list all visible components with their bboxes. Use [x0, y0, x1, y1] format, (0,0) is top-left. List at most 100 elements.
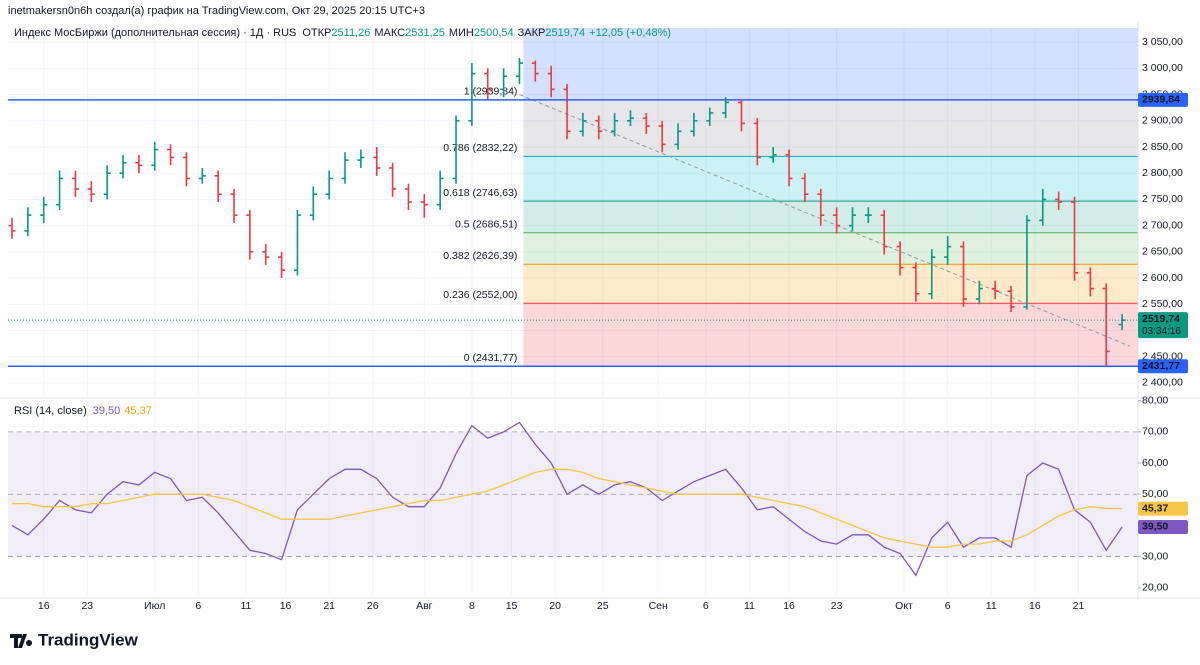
brand: TradingView	[38, 630, 139, 649]
ohlc-bar	[1070, 196, 1078, 281]
ohlc-bar	[325, 170, 333, 200]
rsi-name: RSI (14, close)	[14, 405, 87, 417]
ohlc-bar	[214, 170, 222, 203]
ohlc-bar	[785, 149, 793, 187]
ohlc-bar	[611, 112, 619, 137]
ohlc-bar	[1023, 215, 1031, 310]
hline-tag: 2431,77	[1142, 360, 1180, 372]
ohlc-bar	[1086, 267, 1094, 297]
ohlc-bar	[56, 170, 64, 210]
y-tick-label: 3 000,00	[1142, 62, 1183, 74]
last-price-tag-bg	[1138, 312, 1188, 339]
legend-value: 2519,74	[545, 27, 585, 39]
hline-tag-bg	[1138, 92, 1188, 107]
ohlc-bar	[151, 141, 159, 171]
legend-change: +12,05 (+0,48%)	[589, 27, 671, 39]
ohlc-bar	[1118, 314, 1126, 331]
ohlc-bar	[959, 241, 967, 307]
fib-zone	[523, 156, 1138, 202]
legend-line: Индекс МосБиржи (дополнительная сессия) …	[14, 27, 671, 39]
ohlc-bar	[912, 262, 920, 302]
y-tick-label: 80,00	[1142, 394, 1168, 406]
ohlc-bar	[626, 110, 634, 127]
ma-value: 45,37	[124, 405, 152, 417]
ohlc-bar	[452, 115, 460, 184]
ohlc-bar	[674, 123, 682, 150]
x-tick-label: 6	[703, 600, 709, 612]
hline-tag: 2939,84	[1142, 94, 1180, 106]
rsi-tag: 45,37	[1142, 502, 1168, 514]
ohlc-bar	[24, 207, 32, 237]
x-tick-label: 21	[1073, 600, 1085, 612]
fib-zone	[523, 303, 1138, 367]
fib-label: 0.5 (2686,51)	[455, 218, 517, 230]
fib-extension-zone	[523, 28, 1138, 100]
ohlc-bar	[8, 217, 16, 239]
legend-value: 2500,54	[474, 27, 514, 39]
ohlc-bar	[167, 144, 175, 166]
ohlc-bar	[484, 68, 492, 100]
y-tick-label: 2 600,00	[1142, 272, 1183, 284]
ohlc-bar	[1055, 191, 1063, 210]
ohlc-bar	[864, 207, 872, 224]
ohlc-bar	[420, 194, 428, 218]
ohlc-bar	[896, 241, 904, 276]
x-tick-label: 11	[986, 600, 997, 612]
y-tick-label: 2 750,00	[1142, 193, 1183, 205]
ohlc-bar	[579, 112, 587, 137]
ohlc-bar	[262, 243, 270, 265]
fib-zone	[523, 232, 1138, 265]
ohlc-bar	[246, 209, 254, 260]
ohlc-bar	[87, 181, 95, 203]
ohlc-bar	[1007, 285, 1015, 313]
ohlc-bar	[848, 207, 856, 231]
y-tick-label: 70,00	[1142, 426, 1168, 438]
rsi-tag: 39,50	[1142, 521, 1168, 533]
ohlc-bar	[357, 149, 365, 168]
legend-value: 2511,26	[331, 27, 370, 39]
ohlc-bar	[801, 173, 809, 203]
last-price-tag: 2519,74	[1142, 313, 1180, 325]
y-tick-label: 3 050,00	[1142, 36, 1183, 48]
legend-label: ЗАКР	[518, 27, 546, 39]
y-tick-label: 30,00	[1142, 550, 1168, 562]
ohlc-bar	[119, 154, 127, 179]
ohlc-bar	[753, 118, 761, 166]
fib-label: 0.382 (2626,39)	[443, 250, 517, 262]
ohlc-bar	[706, 107, 714, 127]
x-tick-label: 16	[783, 600, 795, 612]
ohlc-bar	[500, 68, 508, 98]
ohlc-bar	[515, 57, 523, 85]
x-tick-label: 16	[38, 600, 50, 612]
y-tick-label: 2 900,00	[1142, 115, 1183, 127]
ohlc-bar	[690, 112, 698, 137]
x-tick-label: 16	[1029, 600, 1041, 612]
y-tick-label: 2 650,00	[1142, 246, 1183, 258]
ohlc-bar	[1102, 283, 1110, 367]
rsi-title: RSI (14, close) 39,50 45,37	[14, 405, 152, 417]
ohlc-bar	[722, 97, 730, 119]
ohlc-bar	[404, 183, 412, 210]
ohlc-bar	[278, 251, 286, 279]
ohlc-bar	[373, 146, 381, 176]
y-tick-label: 20,00	[1142, 582, 1168, 594]
rsi-value: 39,50	[93, 405, 121, 417]
ohlc-bar	[182, 152, 190, 187]
x-tick-label: Сен	[649, 600, 668, 612]
y-tick-label: 2 550,00	[1142, 298, 1183, 310]
x-tick-label: Июл	[144, 600, 165, 612]
rsi-tag-bg	[1138, 501, 1188, 516]
fib-label: 0.236 (2552,00)	[443, 289, 517, 301]
y-tick-label: 2 700,00	[1142, 219, 1183, 231]
y-tick-label: 2 800,00	[1142, 167, 1183, 179]
x-tick-label: 23	[831, 600, 843, 612]
ohlc-bar	[991, 280, 999, 300]
x-tick-label: 6	[195, 600, 201, 612]
legend-label: МАКС	[374, 27, 405, 39]
legend-value: 2531,25	[405, 27, 445, 39]
x-tick-label: 20	[549, 600, 561, 612]
ohlc-bar	[230, 188, 238, 224]
logo: TradingView	[10, 630, 139, 649]
